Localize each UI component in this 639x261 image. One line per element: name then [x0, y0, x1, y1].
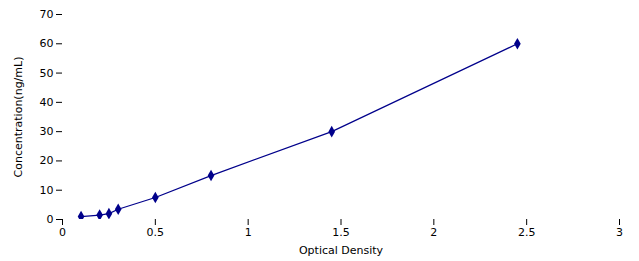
svg-text:1.5: 1.5 [332, 226, 350, 239]
svg-text:2: 2 [430, 226, 437, 239]
svg-text:30: 30 [40, 125, 54, 138]
svg-text:3: 3 [616, 226, 623, 239]
svg-text:0: 0 [59, 226, 66, 239]
svg-text:10: 10 [40, 184, 54, 197]
svg-text:1: 1 [245, 226, 252, 239]
svg-text:0: 0 [47, 213, 54, 226]
svg-text:2.5: 2.5 [518, 226, 536, 239]
svg-text:20: 20 [40, 154, 54, 167]
svg-text:Optical Density: Optical Density [299, 244, 384, 257]
svg-text:60: 60 [40, 37, 54, 50]
svg-text:70: 70 [40, 8, 54, 21]
svg-text:Concentration(ng/mL): Concentration(ng/mL) [12, 57, 25, 178]
svg-text:40: 40 [40, 96, 54, 109]
svg-text:50: 50 [40, 67, 54, 80]
svg-text:0.5: 0.5 [147, 226, 165, 239]
